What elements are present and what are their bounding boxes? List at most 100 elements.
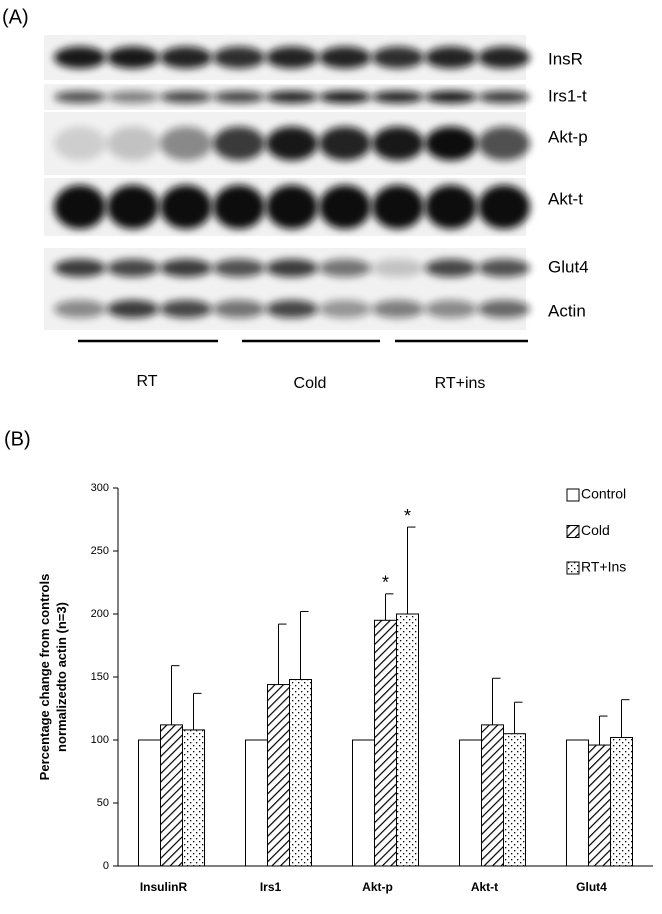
blot-band xyxy=(107,91,159,103)
y-tick-label: 0 xyxy=(103,860,109,872)
blot-band xyxy=(213,259,265,277)
blot-band xyxy=(213,126,265,161)
blot-band xyxy=(319,126,371,161)
legend-swatch xyxy=(566,525,580,538)
blot-band xyxy=(372,126,424,161)
blot-band xyxy=(160,259,212,277)
y-tick-label: 300 xyxy=(91,482,109,494)
blot-band xyxy=(425,91,477,103)
legend-label: Control xyxy=(581,486,626,502)
y-tick-label: 50 xyxy=(97,797,109,809)
x-tick-label: Glut4 xyxy=(576,880,607,894)
x-tick-label: Irs1 xyxy=(260,880,282,894)
blot-band xyxy=(478,91,530,103)
blot-band xyxy=(54,185,106,229)
lane-label: Akt-t xyxy=(548,189,583,208)
blot-band xyxy=(160,126,212,161)
panel-label: (A) xyxy=(2,6,29,28)
blot-band xyxy=(213,91,265,103)
blot-band xyxy=(213,300,265,318)
blot-band xyxy=(213,185,265,229)
y-tick-label: 200 xyxy=(91,608,109,620)
blot-band xyxy=(54,91,106,103)
blot-band xyxy=(319,46,371,69)
lane-label: Irs1-t xyxy=(548,86,587,105)
bar xyxy=(459,739,482,867)
blot-band xyxy=(372,185,424,229)
blot-band xyxy=(319,185,371,229)
bar xyxy=(503,733,526,867)
y-tick-label: 150 xyxy=(91,671,109,683)
blot-band xyxy=(107,126,159,161)
blot-band xyxy=(319,259,371,277)
significance-marker: * xyxy=(382,573,389,593)
blot-band xyxy=(425,185,477,229)
blot-band xyxy=(54,126,106,161)
lane-label: InsR xyxy=(548,49,583,68)
blot-band xyxy=(425,300,477,318)
blot-band xyxy=(478,259,530,277)
blot-band xyxy=(54,300,106,318)
bar xyxy=(481,724,504,867)
legend-label: RT+Ins xyxy=(581,559,626,575)
y-tick-label: 250 xyxy=(91,545,109,557)
blot-band xyxy=(478,126,530,161)
blot-band xyxy=(160,46,212,69)
bar xyxy=(374,619,397,867)
blot-band xyxy=(266,300,318,318)
blot-band xyxy=(372,259,424,277)
legend-swatch xyxy=(566,561,580,575)
x-tick-label: Akt-t xyxy=(471,880,498,894)
significance-marker: * xyxy=(404,506,411,526)
blot-band xyxy=(319,91,371,103)
bar xyxy=(352,739,375,867)
blot-band xyxy=(107,300,159,318)
y-axis-label: Percentage change from controls normalize… xyxy=(37,574,69,781)
y-tick-label: 100 xyxy=(91,734,109,746)
blot-band xyxy=(319,300,371,318)
bar xyxy=(566,739,589,867)
y-axis-label-line: normalizedto actin (n=3) xyxy=(54,602,69,752)
blot-band xyxy=(54,46,106,69)
bar xyxy=(160,724,183,867)
bar xyxy=(138,739,161,867)
blot-band xyxy=(107,259,159,277)
western-blot: InsR Irs1-t Akt-p Akt-t Glut4 Actin RT Cold RT+i… xyxy=(44,35,589,392)
bar xyxy=(588,744,611,867)
lane-label: Akt-p xyxy=(548,127,588,146)
blot-band xyxy=(160,185,212,229)
group-label: Cold xyxy=(294,375,327,392)
blot-band xyxy=(372,300,424,318)
blot-band xyxy=(372,46,424,69)
y-axis-label-line: Percentage change from controls xyxy=(37,574,52,781)
blot-band xyxy=(372,91,424,103)
legend-label: Cold xyxy=(581,522,610,538)
blot-band xyxy=(107,185,159,229)
blot-band xyxy=(213,46,265,69)
blot-band xyxy=(425,126,477,161)
x-tick-label: Akt-p xyxy=(362,880,393,894)
blot-band xyxy=(266,259,318,277)
blot-band xyxy=(425,259,477,277)
bar xyxy=(245,739,268,867)
bar xyxy=(396,613,419,867)
group-label: RT+ins xyxy=(435,375,486,392)
group-label: RT xyxy=(136,373,157,390)
blot-band xyxy=(266,46,318,69)
bar xyxy=(182,729,205,867)
blot-band xyxy=(266,126,318,161)
x-tick-label: InsulinR xyxy=(140,880,188,894)
bar xyxy=(267,684,290,867)
blot-band xyxy=(266,185,318,229)
lane-label: Actin xyxy=(548,301,586,320)
blot-band xyxy=(160,300,212,318)
legend-swatch xyxy=(566,488,580,502)
panel-label: (B) xyxy=(4,428,31,450)
blot-band xyxy=(478,46,530,69)
blot-band xyxy=(478,185,530,229)
bar xyxy=(610,736,633,867)
blot-band xyxy=(478,300,530,318)
blot-band xyxy=(160,91,212,103)
blot-band xyxy=(425,46,477,69)
